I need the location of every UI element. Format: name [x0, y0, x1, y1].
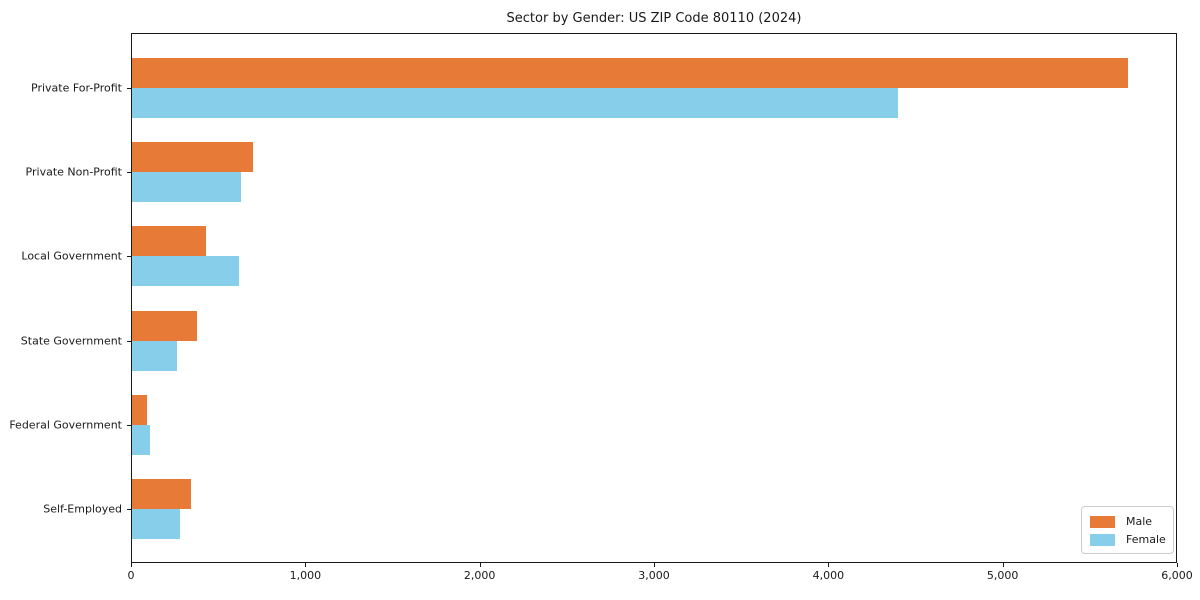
legend-entry-female: Female	[1090, 532, 1166, 547]
x-tick-label: 1,000	[289, 569, 322, 582]
bar-male-state-government	[132, 310, 198, 341]
y-tick-mark	[127, 509, 131, 510]
x-tick-label: 4,000	[812, 569, 845, 582]
legend-label-female: Female	[1126, 533, 1166, 546]
bar-male-self-employed	[132, 479, 192, 509]
bar-female-local-government	[132, 256, 240, 287]
y-tick-mark	[127, 341, 131, 342]
bar-male-private-for-profit	[132, 58, 1129, 88]
x-tick-mark	[131, 563, 132, 567]
legend-entry-male: Male	[1090, 514, 1165, 529]
x-tick-mark	[305, 563, 306, 567]
x-tick-mark	[480, 563, 481, 567]
y-tick-label: Private Non-Profit	[25, 165, 122, 179]
y-tick-label: Private For-Profit	[31, 81, 122, 95]
y-tick-mark	[127, 88, 131, 89]
bar-female-federal-government	[132, 424, 151, 455]
y-tick-mark	[127, 172, 131, 173]
x-tick-label: 6,000	[1161, 569, 1193, 582]
legend-swatch-male-icon	[1090, 515, 1115, 528]
x-tick-mark	[1177, 563, 1178, 567]
y-tick-mark	[127, 256, 131, 257]
legend-label-male: Male	[1126, 515, 1153, 528]
x-tick-mark	[1003, 563, 1004, 567]
x-tick-mark	[828, 563, 829, 567]
y-tick-label: State Government	[20, 334, 122, 348]
x-tick-mark	[654, 563, 655, 567]
x-tick-label: 5,000	[986, 569, 1019, 582]
chart-title: Sector by Gender: US ZIP Code 80110 (202…	[506, 11, 802, 26]
bar-female-state-government	[132, 340, 178, 371]
bar-female-self-employed	[132, 509, 180, 539]
x-tick-label: 0	[127, 569, 135, 582]
bar-male-local-government	[132, 226, 206, 257]
legend: Male Female	[1081, 506, 1174, 554]
y-tick-mark	[127, 425, 131, 426]
y-tick-label: Federal Government	[9, 418, 122, 432]
x-tick-label: 3,000	[638, 569, 670, 582]
y-tick-label: Local Government	[21, 249, 122, 263]
x-tick-label: 2,000	[463, 569, 496, 582]
bar-male-federal-government	[132, 394, 147, 425]
bar-female-private-non-profit	[132, 172, 241, 203]
plot-area	[131, 33, 1177, 563]
y-tick-label: Self-Employed	[43, 502, 122, 516]
legend-swatch-female-icon	[1090, 533, 1115, 546]
bar-female-private-for-profit	[132, 88, 899, 118]
bar-male-private-non-profit	[132, 142, 254, 173]
